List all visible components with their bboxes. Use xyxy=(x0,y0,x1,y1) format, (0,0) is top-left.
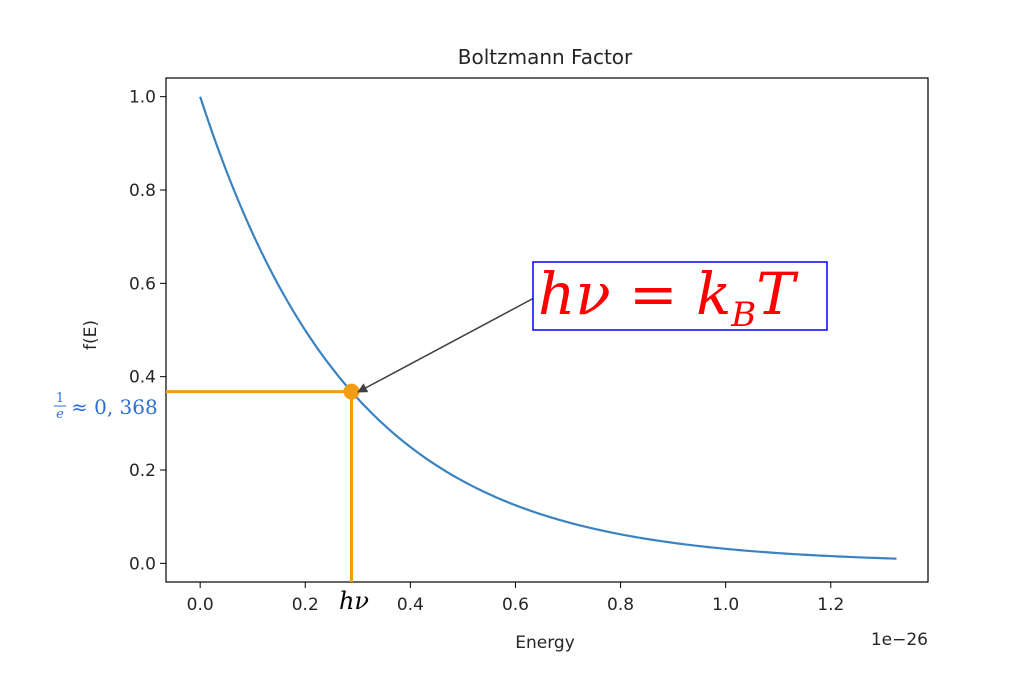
x-axis-label: Energy xyxy=(515,633,575,653)
y-mark-value: ≈ 0, 368 xyxy=(71,395,158,419)
x-tick-label: 0.2 xyxy=(292,595,319,615)
equation-subscript: B xyxy=(730,295,756,335)
series-line xyxy=(199,96,897,560)
y-mark-fraction-numerator: 1 xyxy=(56,391,64,406)
x-tick-label: 0.8 xyxy=(607,595,634,615)
x-tick-label: 0.6 xyxy=(502,595,529,615)
y-tick-label: 0.6 xyxy=(129,274,156,294)
x-mark-label: hν xyxy=(339,587,369,615)
x-tick-label: 0.4 xyxy=(397,595,424,615)
x-tick-label: 0.0 xyxy=(187,595,214,615)
y-axis-label: f(E) xyxy=(81,320,101,350)
intersection-marker xyxy=(343,383,360,400)
y-tick-label: 0.8 xyxy=(129,181,156,201)
y-tick-label: 0.4 xyxy=(129,368,156,388)
y-tick-label: 0.0 xyxy=(129,554,156,574)
x-tick-label: 1.0 xyxy=(712,595,739,615)
annotation-arrow xyxy=(357,297,535,393)
x-offset-label: 1e−26 xyxy=(871,630,928,650)
x-axis: 0.0 0.2 0.4 0.6 0.8 1.0 1.2 xyxy=(187,582,844,615)
chart-title: Boltzmann Factor xyxy=(458,45,633,69)
y-tick-label: 0.2 xyxy=(129,461,156,481)
equation-annotation: hν = kBT xyxy=(538,260,799,335)
equation-main: hν = k xyxy=(538,260,731,328)
x-tick-label: 1.2 xyxy=(817,595,844,615)
equation-tail: T xyxy=(756,260,799,328)
y-mark-fraction-denominator: e xyxy=(56,407,64,422)
y-mark-label: 1 e ≈ 0, 368 xyxy=(54,391,158,422)
plot-frame xyxy=(165,77,929,583)
y-axis: 0.0 0.2 0.4 0.6 0.8 1.0 xyxy=(129,88,166,574)
equation-box xyxy=(532,261,828,331)
y-tick-label: 1.0 xyxy=(129,88,156,108)
